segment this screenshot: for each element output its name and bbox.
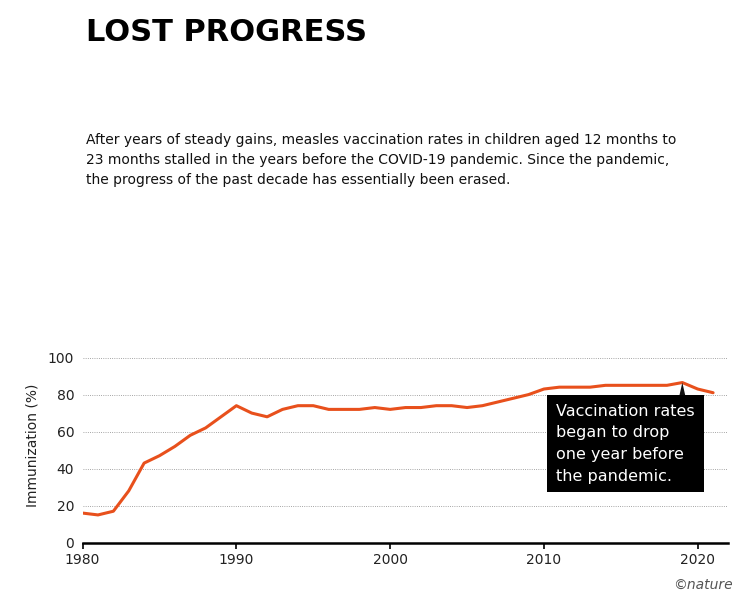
Text: ©nature: ©nature: [673, 578, 732, 592]
Y-axis label: Immunization (%): Immunization (%): [26, 384, 40, 507]
Polygon shape: [677, 382, 687, 403]
Text: After years of steady gains, measles vaccination rates in children aged 12 month: After years of steady gains, measles vac…: [86, 133, 677, 187]
Text: LOST PROGRESS: LOST PROGRESS: [86, 18, 367, 47]
Text: Vaccination rates
began to drop
one year before
the pandemic.: Vaccination rates began to drop one year…: [556, 404, 695, 484]
